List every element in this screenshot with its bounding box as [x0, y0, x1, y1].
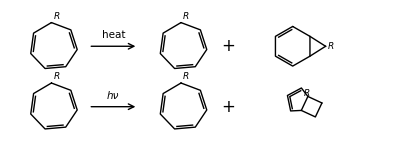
- Text: hν: hν: [107, 91, 120, 101]
- Text: +: +: [221, 98, 235, 116]
- Text: R: R: [183, 72, 189, 81]
- Text: heat: heat: [102, 30, 125, 40]
- Text: R: R: [183, 12, 189, 21]
- Text: R: R: [328, 42, 334, 51]
- Text: R: R: [53, 72, 60, 81]
- Text: R: R: [303, 89, 310, 98]
- Text: R: R: [53, 12, 60, 21]
- Text: +: +: [221, 37, 235, 55]
